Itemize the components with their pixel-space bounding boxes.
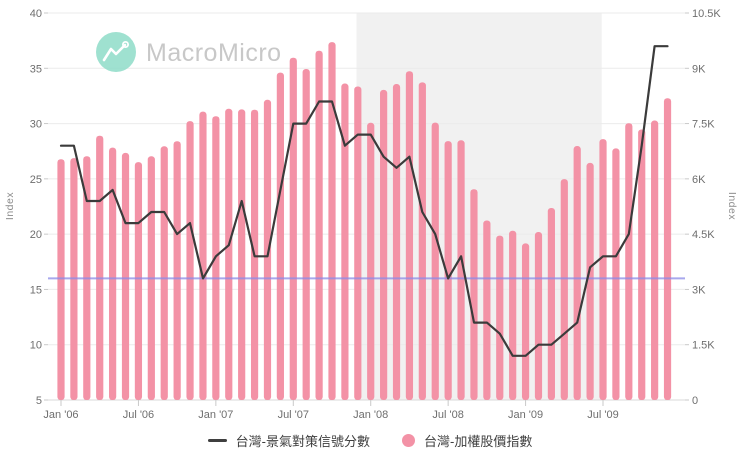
legend-label-taiex: 台灣-加權股價指數	[424, 434, 533, 449]
logo-peak-dot-icon	[122, 41, 130, 49]
taiex-bar[interactable]	[483, 220, 491, 400]
taiex-bar[interactable]	[496, 235, 504, 400]
left-axis-title: Index	[4, 192, 16, 220]
x-axis-tick-label: Jan '06	[43, 409, 78, 421]
chart-legend: 台灣-景氣對策信號分數 台灣-加權股價指數	[0, 431, 740, 450]
taiex-bar[interactable]	[121, 152, 130, 400]
right-axis-tick-label: 4.5K	[692, 229, 715, 241]
x-axis-tick-label: Jul '06	[123, 409, 154, 421]
left-axis-tick-label: 10	[30, 340, 42, 352]
taiex-bar[interactable]	[160, 146, 168, 400]
taiex-bar[interactable]	[173, 141, 181, 400]
taiex-bar[interactable]	[444, 141, 452, 401]
taiex-bar[interactable]	[638, 129, 646, 400]
right-axis-tick-label: 1.5K	[692, 340, 715, 352]
taiex-bar[interactable]	[96, 135, 104, 400]
taiex-bar[interactable]	[199, 111, 207, 401]
x-axis-tick-label: Jul '09	[587, 409, 618, 421]
bar-series-marker-icon	[402, 434, 415, 447]
x-axis-tick-label: Jul '07	[278, 409, 309, 421]
taiex-bar[interactable]	[521, 243, 530, 400]
taiex-bar[interactable]	[289, 57, 297, 401]
x-axis-tick-label: Jan '07	[198, 409, 233, 421]
macromicro-logo-icon	[96, 32, 136, 72]
right-axis-tick-label: 6K	[692, 174, 706, 186]
left-axis-tick-label: 40	[30, 8, 42, 20]
taiex-bar[interactable]	[109, 147, 117, 400]
taiex-bar[interactable]	[57, 159, 65, 400]
right-axis-tick-label: 9K	[692, 63, 706, 75]
left-axis-tick-label: 20	[30, 229, 42, 241]
right-axis-tick-label: 10.5K	[692, 8, 721, 20]
macromicro-logo: MacroMicro	[96, 32, 282, 72]
taiex-bar[interactable]	[560, 179, 568, 400]
taiex-bar[interactable]	[418, 82, 426, 401]
right-axis-title: Index	[726, 192, 738, 220]
taiex-bar[interactable]	[405, 71, 414, 400]
taiex-bar[interactable]	[276, 72, 284, 401]
left-axis-tick-label: 35	[30, 63, 42, 75]
taiex-bar[interactable]	[225, 108, 233, 401]
taiex-bar[interactable]	[134, 162, 143, 400]
legend-item-score[interactable]: 台灣-景氣對策信號分數	[207, 431, 370, 450]
left-axis-tick-label: 25	[30, 174, 42, 186]
taiex-bar[interactable]	[663, 98, 672, 400]
x-axis-tick-label: Jan '09	[508, 409, 543, 421]
line-series-marker-icon	[207, 439, 227, 442]
taiex-bar[interactable]	[457, 140, 465, 400]
right-axis-tick-label: 7.5K	[692, 119, 715, 131]
taiex-bar[interactable]	[380, 89, 388, 400]
legend-label-score: 台灣-景氣對策信號分數	[235, 434, 370, 449]
taiex-bar[interactable]	[573, 146, 581, 400]
taiex-bar[interactable]	[186, 121, 194, 401]
taiex-bar[interactable]	[547, 207, 555, 400]
taiex-bar[interactable]	[599, 139, 607, 401]
legend-item-taiex[interactable]: 台灣-加權股價指數	[402, 431, 532, 450]
taiex-bar[interactable]	[392, 84, 401, 400]
logo-chart-line-icon	[102, 43, 127, 62]
left-axis-tick-label: 30	[30, 119, 42, 131]
taiex-bar[interactable]	[509, 230, 517, 400]
right-axis-tick-label: 0	[692, 395, 698, 407]
taiex-bar[interactable]	[341, 83, 349, 401]
taiex-bar[interactable]	[354, 86, 362, 401]
taiex-bar[interactable]	[263, 99, 272, 400]
taiex-bar[interactable]	[328, 42, 336, 400]
taiex-bar[interactable]	[651, 120, 659, 401]
taiex-bar[interactable]	[586, 162, 594, 400]
left-axis-tick-label: 15	[30, 284, 42, 296]
logo-wordmark: MacroMicro	[146, 39, 282, 67]
taiex-bar[interactable]	[534, 232, 543, 400]
taiex-bar[interactable]	[238, 109, 246, 401]
taiex-bar[interactable]	[315, 50, 323, 400]
taiex-bar[interactable]	[470, 189, 478, 400]
taiex-bar[interactable]	[625, 123, 633, 400]
score-line[interactable]	[59, 45, 669, 357]
x-axis-tick-label: Jan '08	[353, 409, 388, 421]
taiex-bar[interactable]	[612, 148, 620, 400]
left-axis-tick-label: 5	[36, 395, 42, 407]
chart-canvas[interactable]: 40 10.5K 35 9K 30 7.5K 25 6K 20 4.5K 15 3K 10 1.5K 5 0 J…	[0, 0, 740, 428]
taiex-bar[interactable]	[367, 122, 375, 401]
taiex-bar[interactable]	[431, 122, 439, 400]
taiex-bar[interactable]	[302, 68, 310, 400]
x-axis-tick-label: Jul '08	[432, 409, 463, 421]
right-axis-tick-label: 3K	[692, 284, 706, 296]
